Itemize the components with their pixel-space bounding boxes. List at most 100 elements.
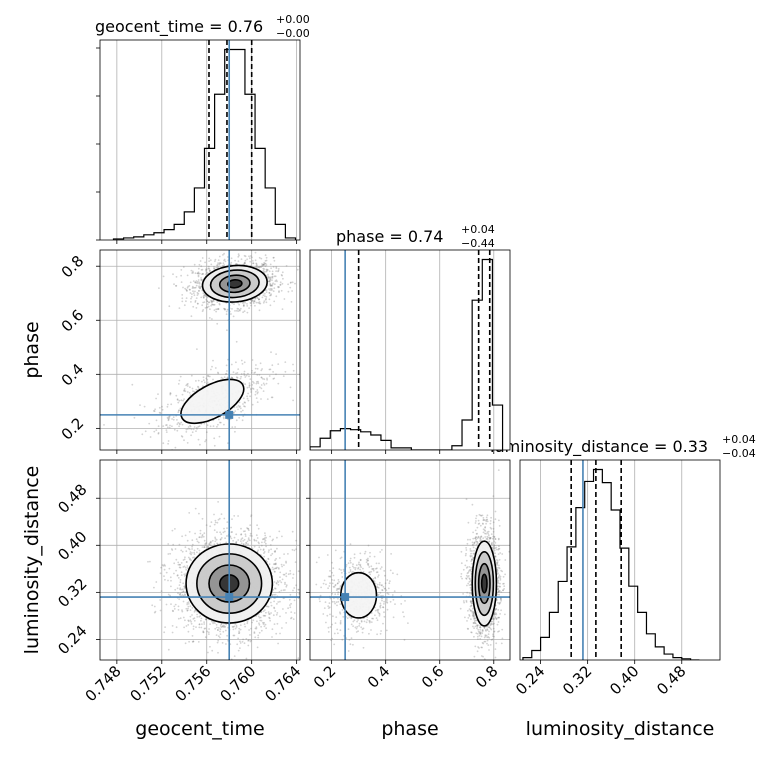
sample-point xyxy=(262,610,265,613)
sample-point xyxy=(201,623,203,625)
sample-point xyxy=(217,639,220,642)
sample-point xyxy=(276,580,279,582)
sample-point xyxy=(291,281,294,284)
sample-point xyxy=(177,609,180,611)
sample-point xyxy=(177,577,180,579)
sample-point xyxy=(169,552,172,555)
sample-point xyxy=(191,543,194,546)
sample-point xyxy=(223,423,225,426)
sample-point xyxy=(243,261,246,264)
sample-point xyxy=(252,380,254,383)
sample-point xyxy=(285,572,288,575)
sample-point xyxy=(248,307,251,309)
sample-point xyxy=(247,399,250,402)
sample-point xyxy=(211,300,214,303)
sample-point xyxy=(269,278,271,280)
sample-point xyxy=(164,565,167,567)
title-phase-upper: +0.04 xyxy=(461,223,495,236)
sample-point xyxy=(250,627,252,630)
sample-point xyxy=(251,359,254,361)
sample-point xyxy=(202,631,205,634)
sample-point xyxy=(191,614,193,616)
sample-point xyxy=(199,443,201,446)
sample-point xyxy=(197,302,199,305)
sample-point xyxy=(153,586,155,589)
sample-point xyxy=(268,280,271,283)
sample-point xyxy=(239,640,241,643)
sample-point xyxy=(272,538,274,541)
sample-point xyxy=(206,630,209,633)
sample-point xyxy=(262,538,265,540)
xlabel-geocent-time: geocent_time xyxy=(135,718,264,740)
sample-point xyxy=(163,631,166,634)
sample-point xyxy=(178,422,181,425)
sample-point xyxy=(276,547,278,550)
sample-point xyxy=(271,364,274,367)
sample-point xyxy=(240,527,242,530)
sample-point xyxy=(197,641,200,643)
sample-point xyxy=(219,538,222,541)
sample-point xyxy=(171,418,174,420)
sample-point xyxy=(204,294,206,297)
sample-point xyxy=(172,543,175,546)
sample-point xyxy=(254,304,256,307)
sample-point xyxy=(159,572,162,575)
sample-point xyxy=(192,290,194,293)
sample-point xyxy=(165,424,167,426)
panel-hist-geocent_time xyxy=(96,39,301,241)
sample-point xyxy=(209,308,211,311)
sample-point xyxy=(207,631,210,634)
sample-point xyxy=(180,435,183,437)
sample-point xyxy=(269,544,272,546)
sample-point xyxy=(256,537,259,539)
sample-point xyxy=(234,263,237,265)
sample-point xyxy=(180,574,183,576)
sample-point xyxy=(230,526,233,529)
sample-point xyxy=(238,303,241,306)
sample-point xyxy=(207,375,210,378)
sample-point xyxy=(198,281,201,284)
sample-point xyxy=(161,408,164,411)
sample-point xyxy=(183,593,186,596)
sample-point xyxy=(206,296,209,299)
sample-point xyxy=(265,270,268,273)
sample-point xyxy=(255,539,258,542)
sample-point xyxy=(182,559,185,561)
sample-point xyxy=(264,260,267,262)
sample-point xyxy=(235,533,238,536)
sample-point xyxy=(238,406,241,408)
sample-point xyxy=(184,287,187,290)
sample-point xyxy=(171,549,174,551)
sample-point xyxy=(197,272,200,275)
sample-point xyxy=(159,599,162,601)
sample-point xyxy=(297,589,300,591)
sample-point xyxy=(238,401,241,404)
sample-point xyxy=(261,368,263,370)
sample-point xyxy=(266,377,268,380)
sample-point xyxy=(251,621,254,624)
sample-point xyxy=(249,634,251,636)
sample-point xyxy=(179,375,182,378)
sample-point xyxy=(274,610,277,612)
sample-point xyxy=(207,265,210,268)
sample-point xyxy=(275,279,278,281)
sample-point xyxy=(181,294,184,296)
sample-point xyxy=(216,521,219,524)
sample-point xyxy=(195,426,198,429)
sample-point xyxy=(275,270,277,272)
sample-point xyxy=(201,278,203,281)
sample-point xyxy=(289,282,292,284)
sample-point xyxy=(202,631,205,634)
sample-point xyxy=(183,565,186,568)
sample-point xyxy=(247,527,249,530)
sample-point xyxy=(204,456,206,458)
sample-point xyxy=(191,293,193,295)
sample-point xyxy=(268,291,271,294)
sample-point xyxy=(206,424,209,427)
sample-point xyxy=(216,308,219,311)
sample-point xyxy=(219,421,221,424)
sample-point xyxy=(224,308,226,311)
sample-point xyxy=(258,546,261,549)
sample-point xyxy=(161,405,163,408)
sample-point xyxy=(223,625,226,628)
